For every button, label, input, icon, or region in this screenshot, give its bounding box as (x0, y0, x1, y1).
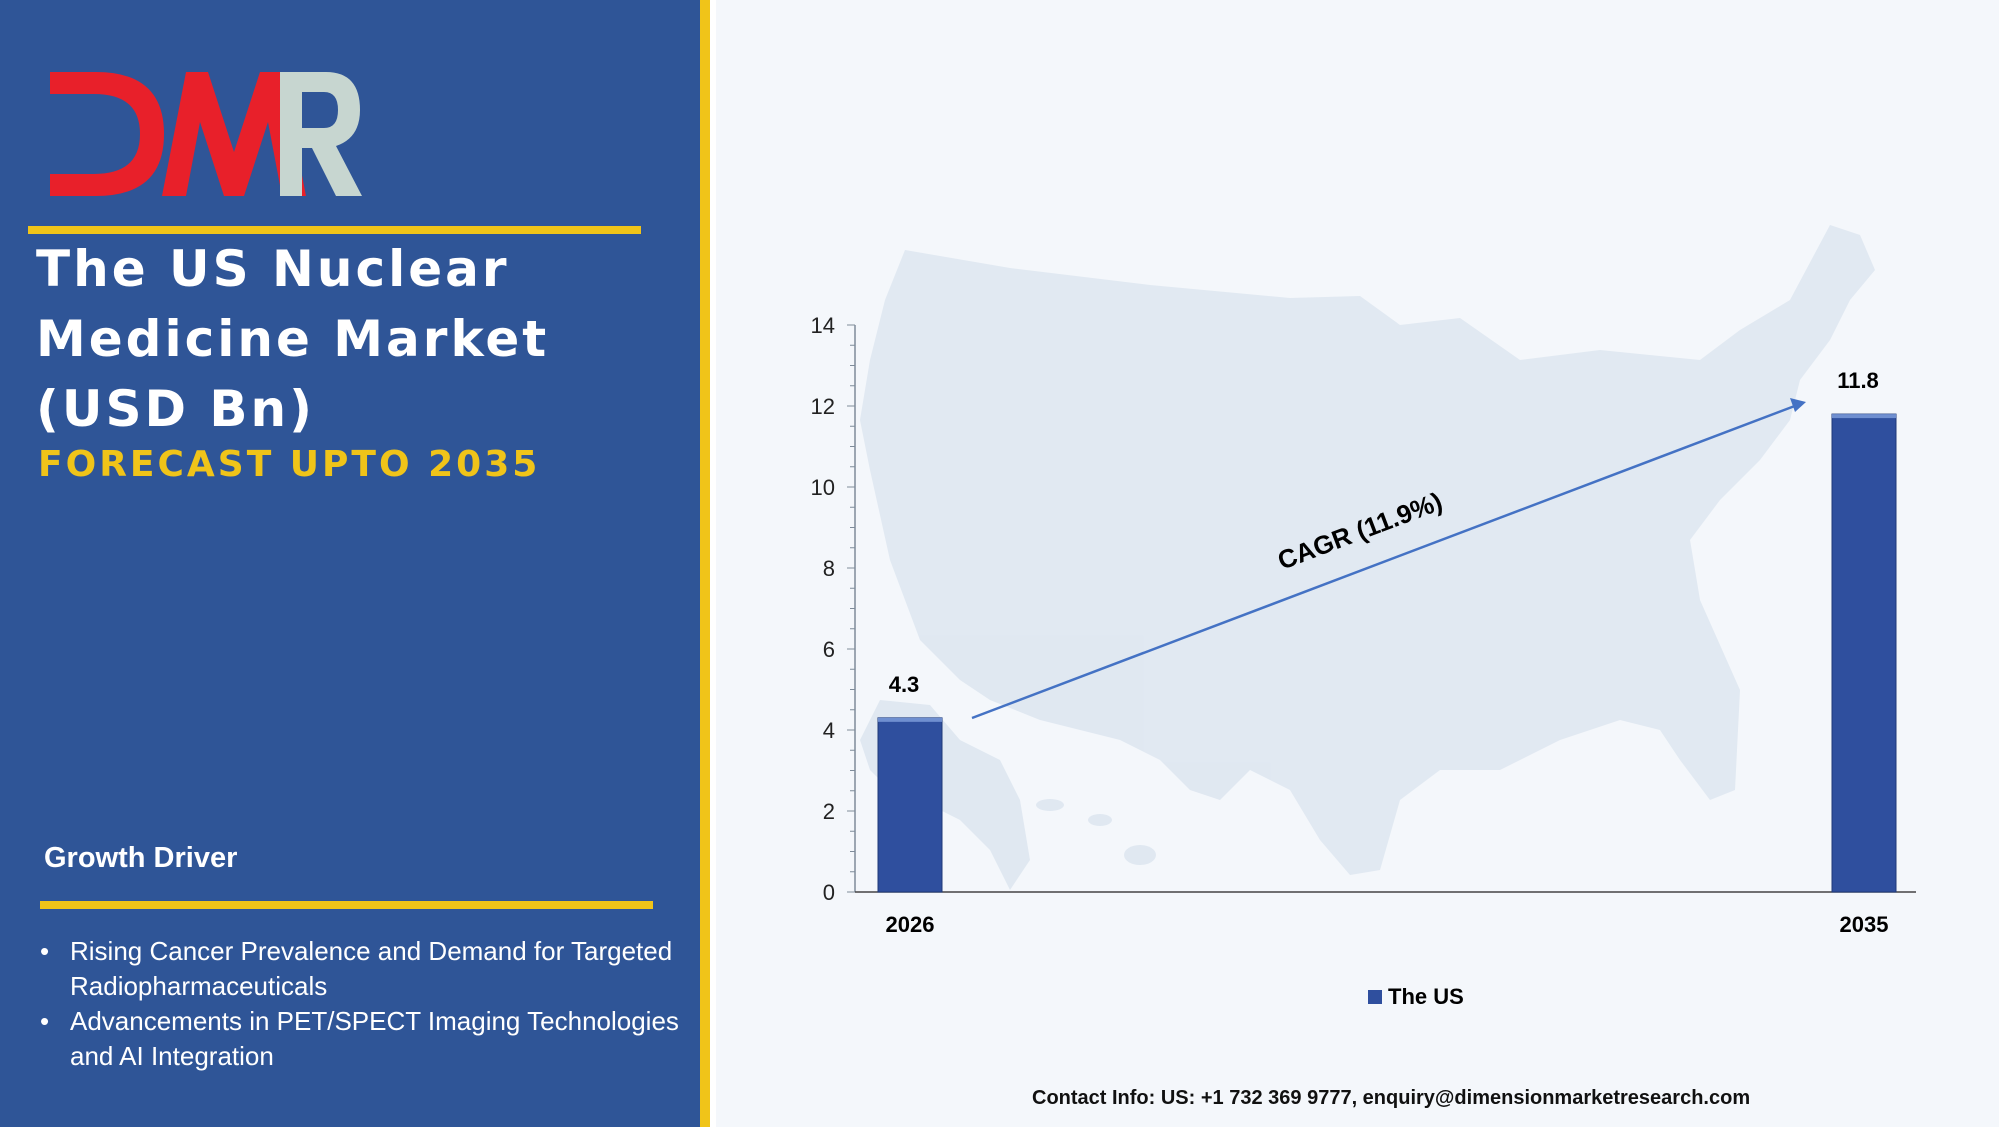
growth-driver-heading: Growth Driver (44, 842, 238, 874)
growth-driver-list: • Rising Cancer Prevalence and Demand for… (40, 934, 680, 1074)
chart-labels: 0 2 4 6 8 10 12 14 4.3 2026 11.8 2035 (811, 313, 1889, 937)
chart-bars (877, 413, 1897, 893)
legend-swatch (1368, 990, 1382, 1004)
logo-letter-m (162, 72, 306, 196)
bullet-icon: • (40, 936, 50, 966)
y-tick-label: 10 (811, 475, 835, 500)
left-panel: The US Nuclear Medicine Market (USD Bn) … (0, 0, 700, 1127)
chart-axes (847, 324, 1916, 893)
us-map-icon (860, 225, 1875, 890)
panel-gap (710, 0, 716, 1127)
y-tick-label: 6 (823, 637, 835, 662)
y-tick-label: 14 (811, 313, 835, 338)
growth-driver-item: • Rising Cancer Prevalence and Demand for… (40, 934, 680, 1004)
y-tick-label: 8 (823, 556, 835, 581)
growth-driver-item: • Advancements in PET/SPECT Imaging Techn… (40, 1004, 680, 1074)
page-title: The US Nuclear Medicine Market (USD Bn) (36, 240, 550, 438)
cagr-arrow (971, 402, 1801, 720)
bar (877, 717, 943, 893)
accent-stripe (700, 0, 710, 1127)
legend-label: The US (1388, 984, 1464, 1009)
contact-info: Contact Info: US: +1 732 369 9777, enqui… (1032, 1087, 1751, 1109)
logo-letter-d (50, 72, 164, 196)
title-divider (28, 226, 641, 234)
forecast-subtitle: FORECAST UPTO 2035 (38, 444, 541, 485)
bullet-icon: • (40, 1006, 50, 1036)
y-tick-label: 12 (811, 394, 835, 419)
x-tick-label: 2035 (1840, 912, 1889, 937)
y-tick-label: 4 (823, 718, 835, 743)
x-tick-label: 2026 (886, 912, 935, 937)
data-label: 11.8 (1837, 368, 1879, 393)
drivers-divider (40, 901, 653, 909)
dmr-logo (50, 72, 362, 196)
bar-highlight (1832, 414, 1896, 419)
y-tick-label: 2 (823, 799, 835, 824)
data-label: 4.3 (889, 672, 920, 697)
y-tick-label: 0 (823, 880, 835, 905)
growth-driver-text: Rising Cancer Prevalence and Demand for … (70, 936, 673, 1001)
logo-letter-r (280, 72, 362, 196)
growth-driver-text: Advancements in PET/SPECT Imaging Techno… (70, 1006, 679, 1071)
bar-highlight (878, 717, 942, 722)
cagr-arrow-head (1790, 398, 1806, 412)
bar (1831, 413, 1897, 893)
